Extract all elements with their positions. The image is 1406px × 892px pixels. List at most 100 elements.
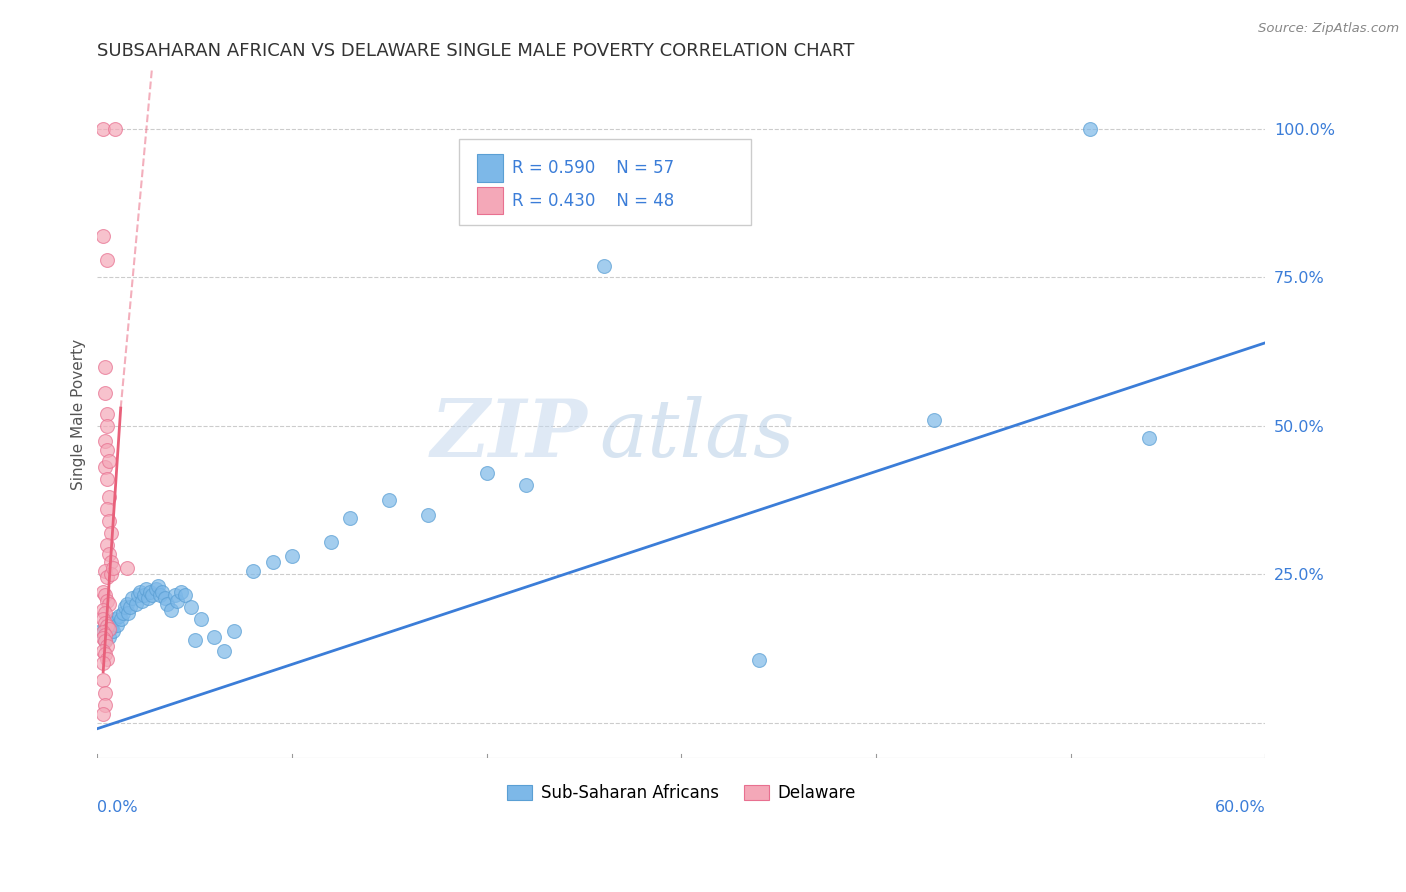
Point [319,534,342,549]
Point [135,582,157,596]
Point [91,657,114,671]
Point [96,639,118,653]
Y-axis label: Single Male Poverty: Single Male Poverty [72,338,86,490]
Point [1137,431,1160,445]
Point [150,585,173,599]
Point [98,597,121,611]
Point [378,493,401,508]
Point [101,561,124,575]
Text: SUBSAHARAN AFRICAN VS DELAWARE SINGLE MALE POVERTY CORRELATION CHART: SUBSAHARAN AFRICAN VS DELAWARE SINGLE MA… [97,42,855,60]
Point [202,630,225,644]
Point [91,625,114,640]
Point [96,619,118,633]
Point [94,615,117,630]
Point [94,359,117,374]
Point [94,628,117,642]
Point [170,585,193,599]
Point [190,612,212,626]
Point [91,706,114,721]
Point [131,594,153,608]
Point [117,606,139,620]
Text: atlas: atlas [599,396,794,474]
Point [748,653,770,667]
Point [94,648,117,662]
FancyBboxPatch shape [460,138,751,225]
Text: 60.0%: 60.0% [1215,799,1265,814]
FancyBboxPatch shape [477,186,503,214]
Point [100,621,122,635]
Point [101,624,124,638]
Point [91,122,114,136]
Point [165,588,187,602]
Point [125,597,148,611]
Point [94,686,117,700]
Point [96,502,118,516]
Point [418,508,440,522]
Text: R = 0.430    N = 48: R = 0.430 N = 48 [512,192,675,210]
Point [146,579,169,593]
Point [120,599,142,614]
Point [149,588,172,602]
Point [136,591,159,605]
Point [262,556,284,570]
Point [174,588,197,602]
Point [281,549,304,564]
Point [98,454,121,468]
Point [91,644,114,658]
Point [121,591,143,605]
Point [98,514,121,528]
Point [104,122,127,136]
Point [96,252,118,267]
Text: 0.0%: 0.0% [97,799,138,814]
Point [96,442,118,457]
Point [94,460,117,475]
Point [242,565,264,579]
Point [91,603,114,617]
Point [98,547,121,561]
Point [183,632,205,647]
Point [96,594,118,608]
Point [90,624,112,638]
Point [94,698,117,712]
Point [94,606,117,620]
Point [107,608,129,623]
Point [91,632,114,646]
Text: R = 0.590    N = 57: R = 0.590 N = 57 [512,159,673,178]
Text: Source: ZipAtlas.com: Source: ZipAtlas.com [1258,22,1399,36]
Point [96,472,118,486]
Point [222,624,245,638]
Point [141,588,163,602]
Point [132,588,155,602]
Point [110,612,132,626]
Point [96,407,118,421]
Point [94,632,117,647]
Point [592,259,614,273]
Point [139,585,162,599]
Point [104,612,127,626]
Point [94,588,117,602]
Point [145,582,167,596]
Point [105,617,128,632]
Point [94,434,117,448]
Point [96,570,118,584]
Point [94,633,117,648]
Text: ZIP: ZIP [432,396,588,474]
Point [98,622,121,636]
Point [212,644,235,658]
Legend: Sub-Saharan Africans, Delaware: Sub-Saharan Africans, Delaware [501,777,862,808]
Point [94,565,117,579]
Point [96,418,118,433]
Point [91,228,114,243]
Point [115,597,138,611]
Point [98,490,121,504]
Point [127,588,149,602]
Point [96,538,118,552]
Point [91,585,114,599]
Point [156,597,179,611]
Point [98,615,121,629]
Point [100,556,122,570]
Point [160,603,183,617]
Point [475,467,498,481]
Point [1078,122,1101,136]
Point [515,478,537,492]
